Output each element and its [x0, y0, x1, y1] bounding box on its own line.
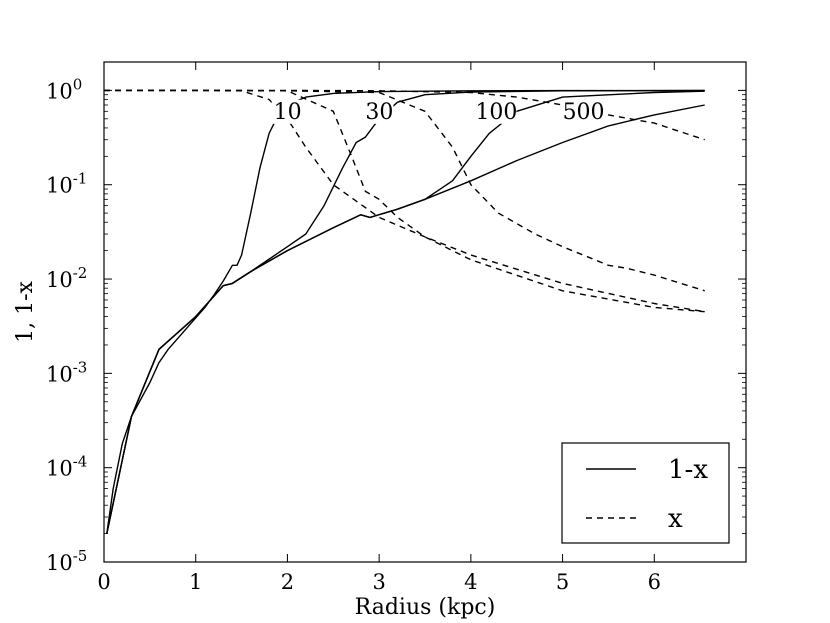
annotation-bg: [271, 99, 302, 124]
y-tick-base: 10: [46, 457, 73, 481]
y-tick-label: 10-5: [46, 547, 87, 575]
x-tick-label: 6: [648, 570, 661, 594]
y-axis-label: 1, 1-x: [13, 281, 38, 343]
legend-box: [561, 442, 730, 544]
y-tick-exponent: -4: [73, 453, 88, 471]
legend-label-1-x: 1-x: [668, 455, 708, 485]
y-tick-label: 10-4: [46, 453, 87, 481]
x-axis-label: Radius (kpc): [355, 595, 496, 620]
annotation-layer: 10 30 100 500: [271, 99, 605, 125]
y-tick-label: 100: [46, 75, 82, 103]
x-tick-label: 2: [281, 570, 294, 594]
y-tick-label: 10-1: [46, 170, 87, 198]
y-tick-exponent: -3: [73, 358, 88, 376]
annotation-bg: [363, 99, 394, 124]
x-tick-label: 3: [372, 570, 385, 594]
y-tick-base: 10: [46, 79, 73, 103]
x-axis: 0 1 2 3 4 5 6: [97, 62, 661, 594]
annotation-bg: [560, 99, 604, 124]
x-tick-label: 5: [556, 570, 569, 594]
curve-annotation-label: 30: [365, 100, 393, 125]
x-tick-label: 1: [189, 570, 202, 594]
y-tick-exponent: 0: [73, 75, 83, 93]
legend: 1-x x: [561, 442, 730, 544]
y-tick-base: 10: [46, 362, 73, 386]
curve-annotation-label: 10: [274, 100, 302, 125]
y-tick-exponent: -2: [73, 264, 88, 282]
y-tick-base: 10: [46, 174, 73, 198]
series-x-line-3: [104, 89, 705, 313]
y-tick-exponent: -1: [73, 170, 88, 188]
y-tick-exponent: -5: [73, 547, 88, 565]
series-x-line-7: [104, 89, 705, 141]
series-1-x-line-0: [106, 89, 705, 534]
curve-annotation-label: 500: [563, 100, 605, 125]
y-tick-base: 10: [46, 268, 73, 292]
legend-label-x: x: [668, 504, 683, 534]
plot-frame: [103, 61, 747, 563]
series-layer: [104, 89, 705, 534]
x-tick-label: 4: [464, 570, 477, 594]
curve-annotation-label: 100: [475, 100, 517, 125]
y-tick-base: 10: [46, 551, 73, 575]
y-tick-label: 10-2: [46, 264, 87, 292]
annotation-bg: [473, 99, 517, 124]
y-tick-label: 10-3: [46, 358, 87, 386]
x-tick-label: 0: [97, 570, 110, 594]
series-1-x-line-6: [106, 104, 705, 534]
